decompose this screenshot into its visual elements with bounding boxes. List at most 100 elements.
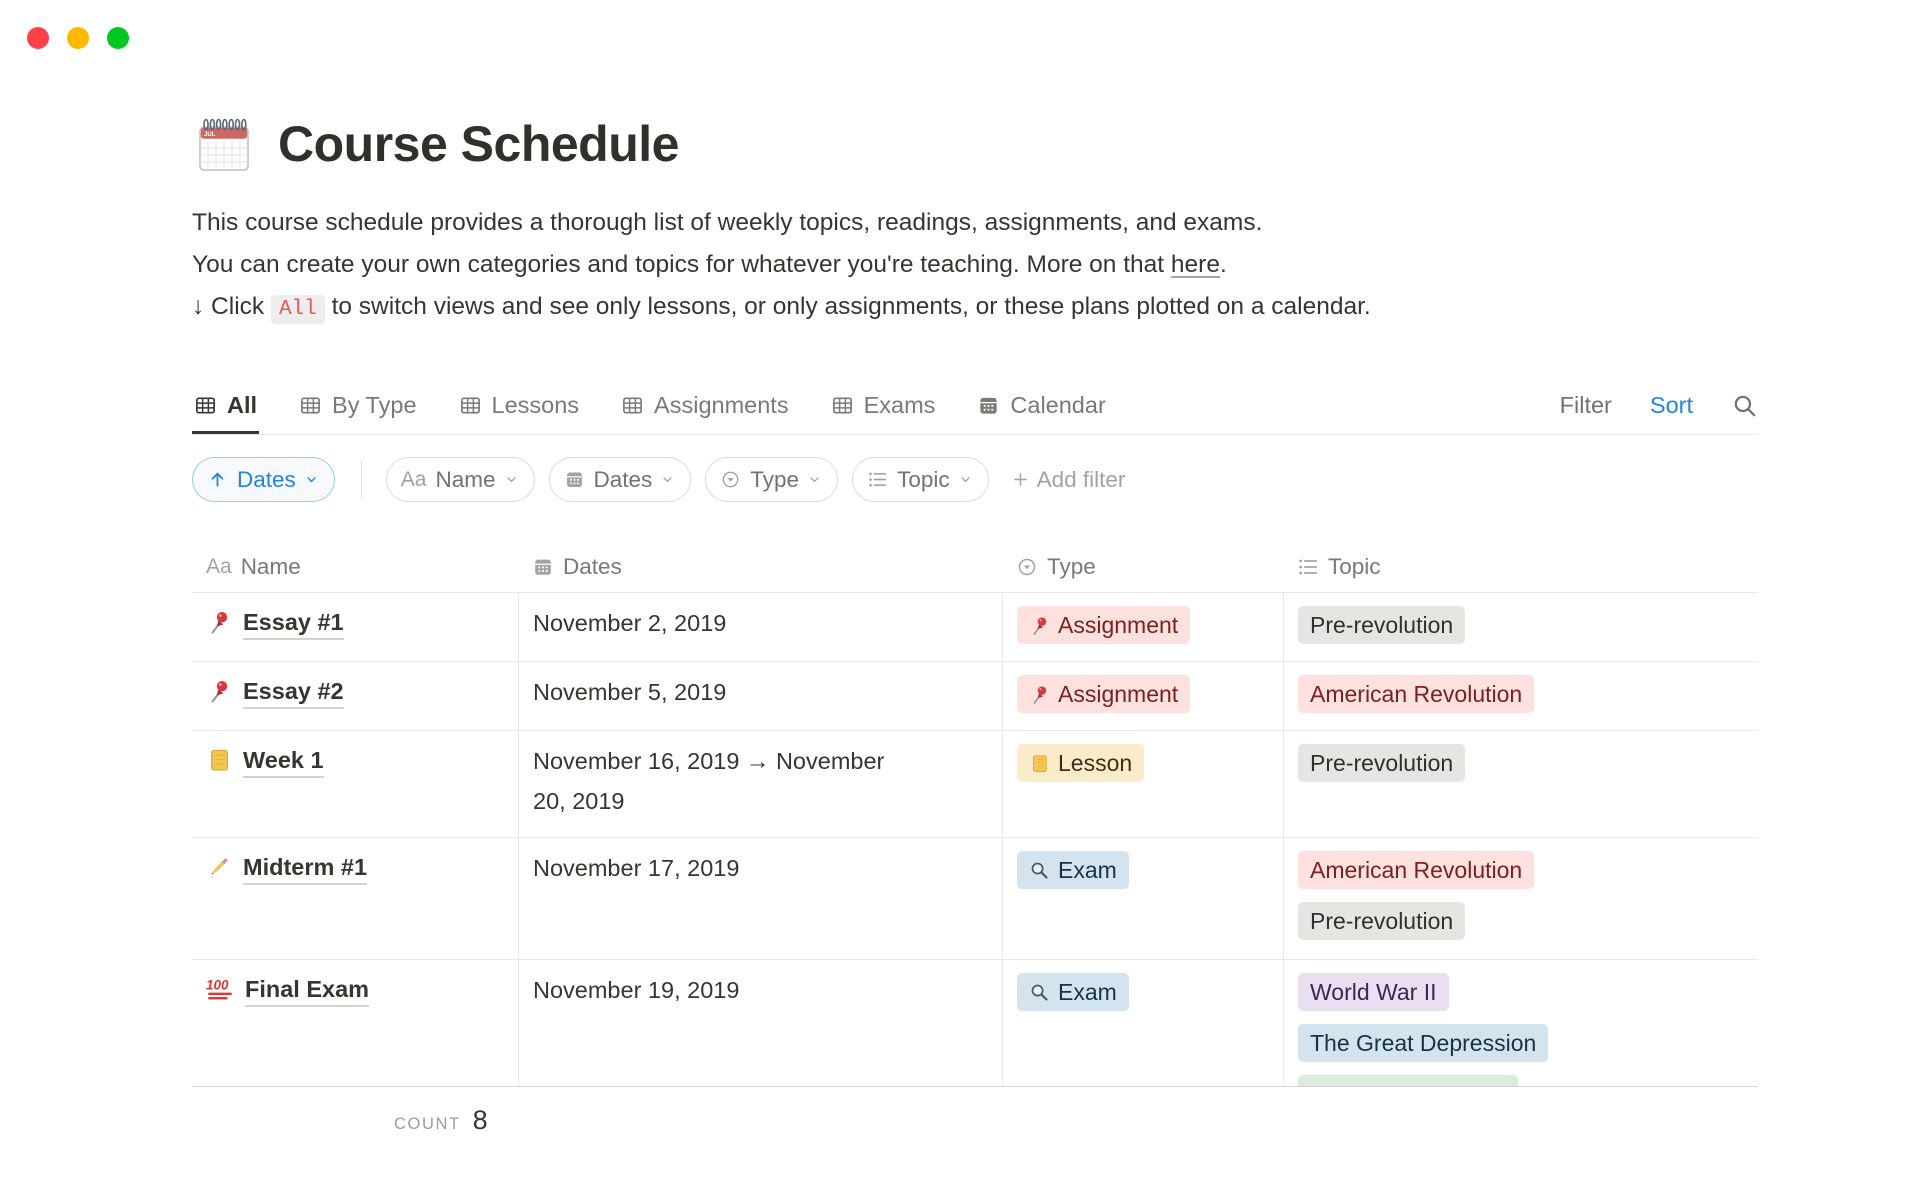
ledger-icon xyxy=(1029,753,1050,774)
spiral-calendar-icon[interactable] xyxy=(192,112,256,176)
tab-calendar[interactable]: Calendar xyxy=(975,377,1107,434)
table-row: Week 1 November 16, 2019 → November 20, … xyxy=(192,730,1758,837)
dates-cell[interactable]: November 16, 2019 → November 20, 2019 xyxy=(518,731,1002,837)
topic-cell[interactable]: World War II The Great Depression xyxy=(1283,960,1758,1086)
chip-label: Dates xyxy=(593,466,653,492)
view-tab-bar: All By Type Lessons Assignments Exams Ca… xyxy=(192,377,1758,435)
select-property-icon xyxy=(720,469,741,490)
property-chip-dates[interactable]: Dates xyxy=(548,457,692,502)
type-cell[interactable]: Lesson xyxy=(1002,731,1283,837)
column-header-topic[interactable]: Topic xyxy=(1283,542,1758,592)
count-value: 8 xyxy=(472,1105,488,1135)
description-line-1: This course schedule provides a thorough… xyxy=(192,209,1263,236)
name-cell[interactable]: Essay #2 xyxy=(192,662,518,730)
table-view-icon xyxy=(299,394,322,417)
all-inline-code: All xyxy=(270,295,325,324)
table-footer: COUNT 8 xyxy=(394,1105,1758,1136)
property-chip-type[interactable]: Type xyxy=(705,457,839,502)
tab-lessons[interactable]: Lessons xyxy=(457,377,582,434)
table-row: Final Exam November 19, 2019 Exam World … xyxy=(192,959,1758,1086)
chevron-down-icon xyxy=(660,472,675,487)
property-chip-topic[interactable]: Topic xyxy=(852,457,989,502)
add-filter-button[interactable]: Add filter xyxy=(1011,467,1125,493)
topic-cell[interactable]: American Revolution xyxy=(1283,662,1758,730)
name-cell[interactable]: Essay #1 xyxy=(192,593,518,661)
minimize-window-button[interactable] xyxy=(67,27,89,49)
type-cell[interactable]: Assignment xyxy=(1002,593,1283,661)
arrow-up-icon xyxy=(207,469,228,490)
pushpin-icon xyxy=(1029,684,1050,705)
chip-label: Name xyxy=(435,466,496,492)
description-line-3-end: to switch views and see only lessons, or… xyxy=(324,293,1371,320)
table-header-row: Aa Name Dates Type Topic xyxy=(192,542,1758,592)
sort-chip-label: Dates xyxy=(237,466,296,492)
chevron-down-icon xyxy=(504,472,519,487)
tab-label: Exams xyxy=(863,392,936,418)
page-link[interactable]: Week 1 xyxy=(243,745,324,778)
magnifier-icon xyxy=(1029,982,1050,1003)
name-cell[interactable]: Week 1 xyxy=(192,731,518,837)
tag-label: Assignment xyxy=(1058,681,1179,707)
table-view-icon xyxy=(621,394,644,417)
plus-icon xyxy=(1011,470,1030,489)
chip-label: Topic xyxy=(897,466,950,492)
search-button[interactable] xyxy=(1731,392,1758,419)
tag-label: Assignment xyxy=(1058,612,1179,638)
name-cell[interactable]: Final Exam xyxy=(192,960,518,1086)
tag-label: Exam xyxy=(1058,979,1117,1005)
table-body: Essay #1 November 2, 2019 Assignment Pre… xyxy=(192,592,1758,1086)
tab-assignments[interactable]: Assignments xyxy=(619,377,791,434)
property-chip-name[interactable]: Aa Name xyxy=(385,457,535,502)
count-label[interactable]: COUNT xyxy=(394,1115,461,1133)
type-cell[interactable]: Assignment xyxy=(1002,662,1283,730)
chip-label: Type xyxy=(750,466,800,492)
page-link[interactable]: Essay #2 xyxy=(243,676,344,709)
sort-button[interactable]: Sort xyxy=(1649,392,1693,418)
tab-all[interactable]: All xyxy=(192,377,259,434)
here-link[interactable]: here xyxy=(1170,251,1220,278)
topic-tag-partial xyxy=(1298,1075,1518,1086)
pencil-icon xyxy=(206,854,232,880)
dates-cell[interactable]: November 17, 2019 xyxy=(518,838,1002,959)
date-value: November 5, 2019 xyxy=(533,679,727,705)
column-header-dates[interactable]: Dates xyxy=(518,542,1002,592)
hundred-points-icon xyxy=(206,976,234,1002)
column-header-type[interactable]: Type xyxy=(1002,542,1283,592)
column-header-name[interactable]: Aa Name xyxy=(192,542,518,592)
type-cell[interactable]: Exam xyxy=(1002,838,1283,959)
view-actions: Filter Sort xyxy=(1560,377,1758,434)
zoom-window-button[interactable] xyxy=(107,27,129,49)
filter-button[interactable]: Filter xyxy=(1559,392,1612,418)
description-line-2-end: . xyxy=(1219,251,1227,278)
text-property-icon: Aa xyxy=(400,467,427,491)
type-tag: Lesson xyxy=(1017,744,1145,782)
chevron-down-icon xyxy=(304,472,319,487)
dates-cell[interactable]: November 19, 2019 xyxy=(518,960,1002,1086)
topic-cell[interactable]: Pre-revolution xyxy=(1283,593,1758,661)
chip-divider xyxy=(360,459,362,500)
column-label: Name xyxy=(240,554,301,579)
multi-select-property-icon xyxy=(867,469,888,490)
topic-cell[interactable]: American Revolution Pre-revolution xyxy=(1283,838,1758,959)
column-label: Dates xyxy=(563,554,622,579)
topic-tag: The Great Depression xyxy=(1298,1024,1549,1062)
page-link[interactable]: Final Exam xyxy=(245,974,370,1007)
dates-cell[interactable]: November 2, 2019 xyxy=(518,593,1002,661)
pushpin-icon xyxy=(1029,615,1050,636)
close-window-button[interactable] xyxy=(27,27,49,49)
type-tag: Exam xyxy=(1017,851,1129,889)
description-line-3: ↓ Click xyxy=(192,293,271,320)
date-value: November 2, 2019 xyxy=(533,610,727,636)
page-link[interactable]: Essay #1 xyxy=(243,607,344,640)
type-cell[interactable]: Exam xyxy=(1002,960,1283,1086)
name-cell[interactable]: Midterm #1 xyxy=(192,838,518,959)
topic-cell[interactable]: Pre-revolution xyxy=(1283,731,1758,837)
dates-cell[interactable]: November 5, 2019 xyxy=(518,662,1002,730)
tab-by-type[interactable]: By Type xyxy=(297,377,418,434)
sort-chip-dates[interactable]: Dates xyxy=(192,457,335,502)
course-table: Aa Name Dates Type Topic Essay #1 xyxy=(192,542,1758,1087)
chevron-down-icon xyxy=(958,472,973,487)
tab-exams[interactable]: Exams xyxy=(829,377,938,434)
page-link[interactable]: Midterm #1 xyxy=(243,852,368,885)
magnifier-icon xyxy=(1029,860,1050,881)
